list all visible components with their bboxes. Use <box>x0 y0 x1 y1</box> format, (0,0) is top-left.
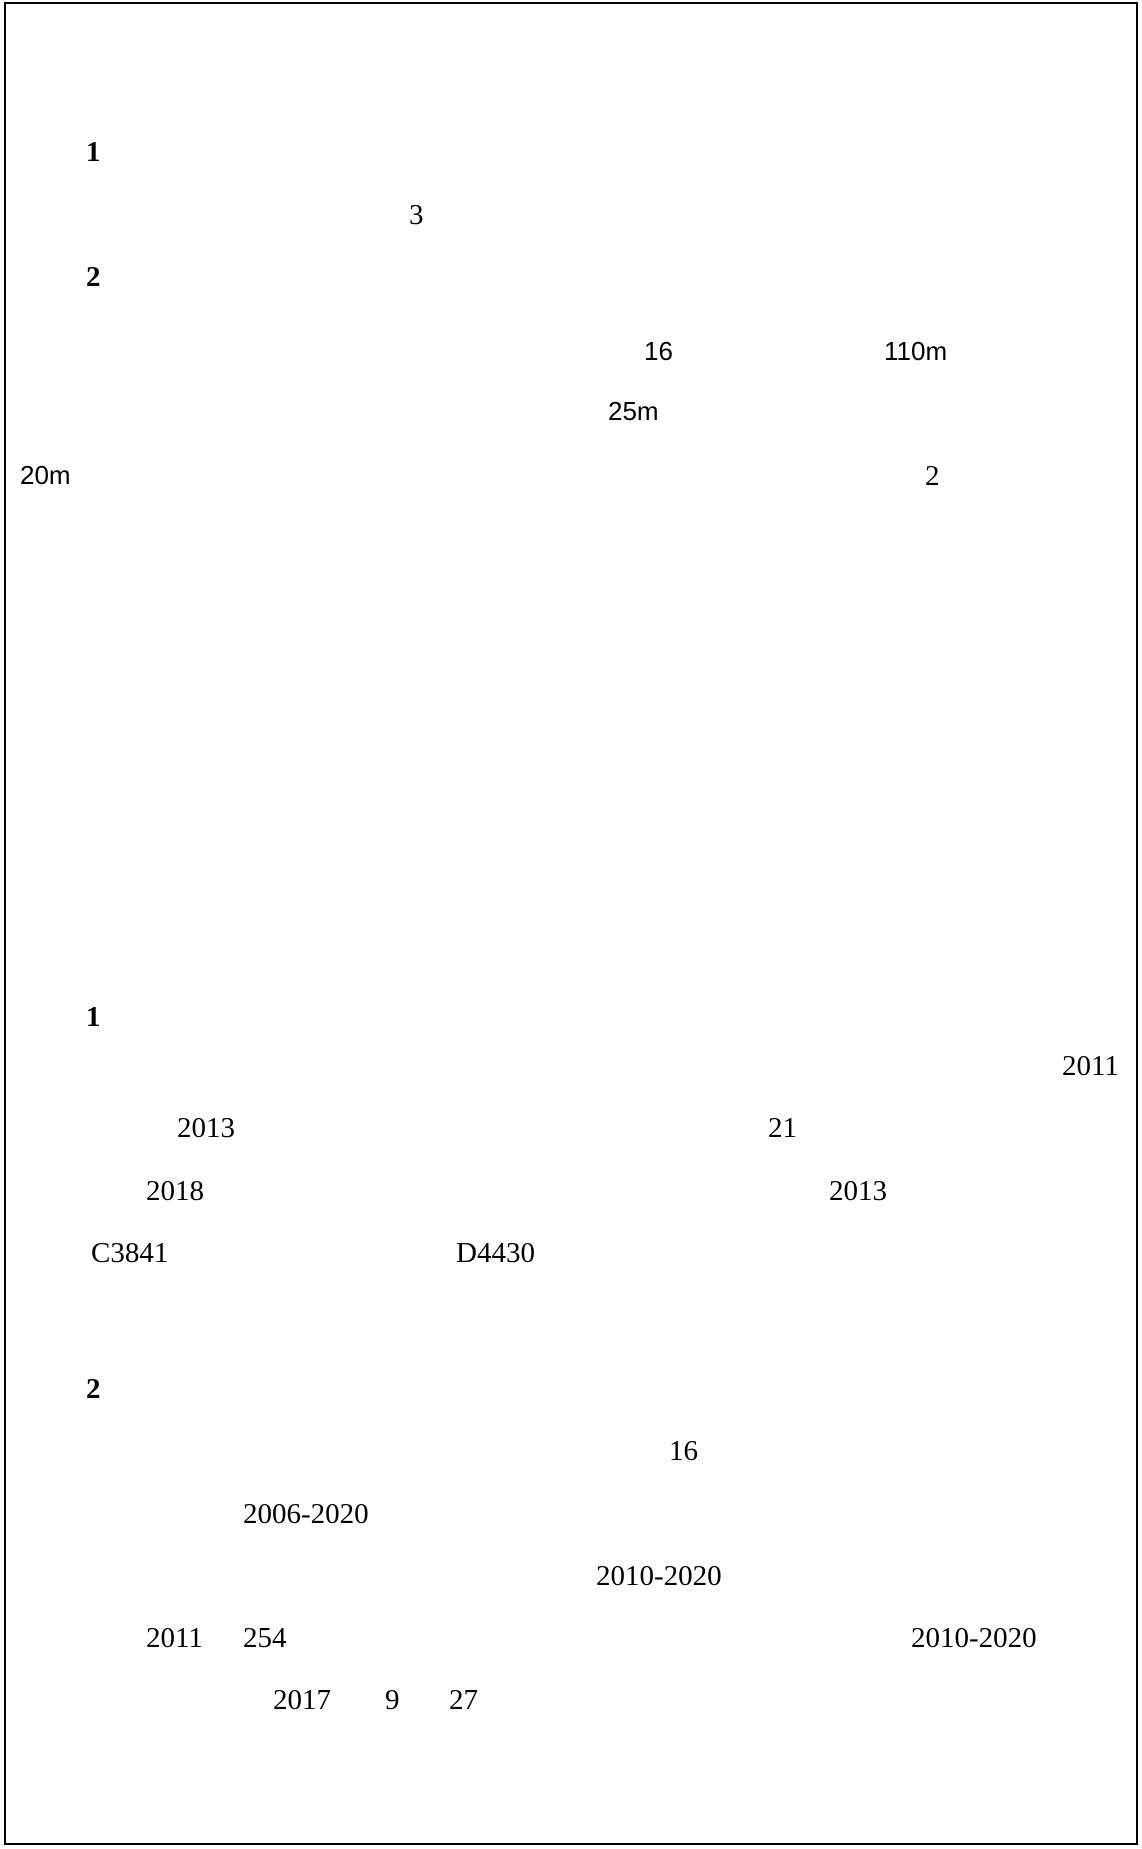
text-year: 2011 <box>1062 1050 1119 1082</box>
text-year: 2018 <box>146 1175 204 1207</box>
text-number: 2 <box>925 460 940 492</box>
text-number: 3 <box>409 199 424 231</box>
text-number: 21 <box>768 1112 797 1144</box>
text-year: 2013 <box>829 1175 887 1207</box>
section-heading-2: 2 <box>86 1373 101 1405</box>
text-year-range: 2010-2020 <box>596 1560 722 1592</box>
text-code: C3841 <box>91 1237 169 1269</box>
page-border <box>4 2 1138 1845</box>
section-heading-2: 2 <box>86 261 101 293</box>
section-heading-1: 1 <box>86 136 101 168</box>
text-measurement: 20m <box>20 460 71 490</box>
text-number: 16 <box>644 336 673 366</box>
text-number: 16 <box>669 1435 698 1467</box>
text-measurement: 110m <box>884 336 948 366</box>
text-year: 2017 <box>273 1684 331 1716</box>
section-heading-1: 1 <box>86 1001 101 1033</box>
text-code: D4430 <box>456 1237 535 1269</box>
text-year-range: 2006-2020 <box>243 1498 369 1530</box>
text-year-range: 2010-2020 <box>911 1622 1037 1654</box>
text-month: 9 <box>385 1684 400 1716</box>
text-year: 2011 <box>146 1622 203 1654</box>
text-day: 27 <box>449 1684 478 1716</box>
text-measurement: 25m <box>608 396 659 426</box>
text-number: 254 <box>243 1622 287 1654</box>
text-year: 2013 <box>177 1112 235 1144</box>
